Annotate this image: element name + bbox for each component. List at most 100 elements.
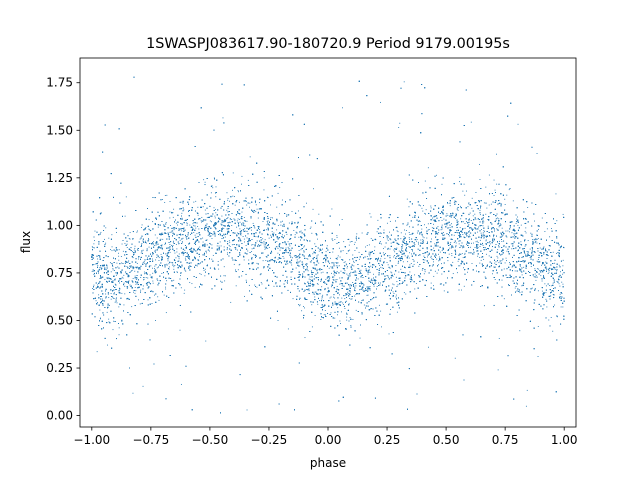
data-point [113,320,115,322]
data-point [117,266,119,268]
data-point [398,127,400,128]
data-point [417,224,419,226]
data-point [554,269,556,271]
data-point [348,244,350,246]
data-point [342,304,344,305]
data-point [128,260,130,262]
data-point [258,246,260,248]
data-point [503,268,505,270]
data-point [303,250,305,252]
data-point [520,241,522,243]
data-point [552,330,554,332]
data-point [294,234,296,236]
data-point [411,253,412,255]
data-point [232,189,233,191]
data-point [373,273,375,275]
data-point [126,288,128,289]
data-point [494,220,496,222]
data-point [408,232,410,233]
data-point [524,245,526,247]
data-point [155,320,156,321]
data-point [451,253,453,254]
data-point [287,328,289,330]
data-point [411,275,412,276]
data-point [178,228,180,229]
data-point [476,250,478,252]
data-point [352,318,354,320]
data-point [417,261,418,263]
data-point [227,217,229,219]
data-point [256,240,258,242]
data-point [310,281,311,283]
data-point [122,277,124,279]
data-point [552,282,554,284]
data-point [418,254,419,256]
data-point [270,204,271,206]
data-point [428,254,430,255]
data-point [534,242,536,244]
data-point [498,245,500,247]
data-point [171,244,172,246]
data-point [265,229,267,231]
data-point [186,222,188,224]
data-point [113,292,115,294]
data-point [116,302,118,304]
data-point [422,253,424,255]
data-point [414,288,416,290]
data-point [122,250,124,252]
data-point [524,252,526,254]
data-point [554,262,556,264]
data-point [112,269,114,271]
data-point [211,244,213,246]
data-point [517,250,519,252]
data-point [278,233,280,234]
data-point [352,254,354,256]
data-point [356,233,358,235]
data-point [447,227,448,229]
data-point [497,223,499,225]
data-point [292,222,293,224]
data-point [396,247,398,249]
data-point [259,232,261,234]
data-point [493,195,495,196]
data-point [223,227,225,229]
data-point [243,220,245,221]
data-point [466,243,467,245]
data-point [188,257,189,259]
data-point [146,262,148,264]
data-point [450,247,452,249]
data-point [382,248,384,250]
data-point [153,241,154,243]
data-point [112,280,114,282]
data-point [379,282,381,284]
data-point [259,274,261,276]
data-point [459,231,461,232]
data-point [346,264,348,266]
data-point [206,216,208,218]
data-point [506,250,508,252]
data-point [407,223,409,225]
data-point [448,253,450,255]
data-point [398,271,400,273]
data-point [232,172,234,174]
data-point [180,383,182,385]
data-point [205,340,207,342]
data-point [190,234,191,235]
data-point [135,290,137,292]
data-point [470,121,472,123]
data-point [134,292,136,294]
data-point [513,264,515,265]
data-point [181,224,183,226]
data-point [267,229,269,231]
data-point [521,274,523,276]
data-point [98,294,100,296]
data-point [358,251,360,253]
data-point [346,312,347,314]
data-point [392,291,394,293]
data-point [207,226,209,228]
data-point [456,225,458,226]
data-point [394,251,396,253]
data-point [337,262,339,264]
data-point [299,265,301,267]
data-point [133,267,135,269]
